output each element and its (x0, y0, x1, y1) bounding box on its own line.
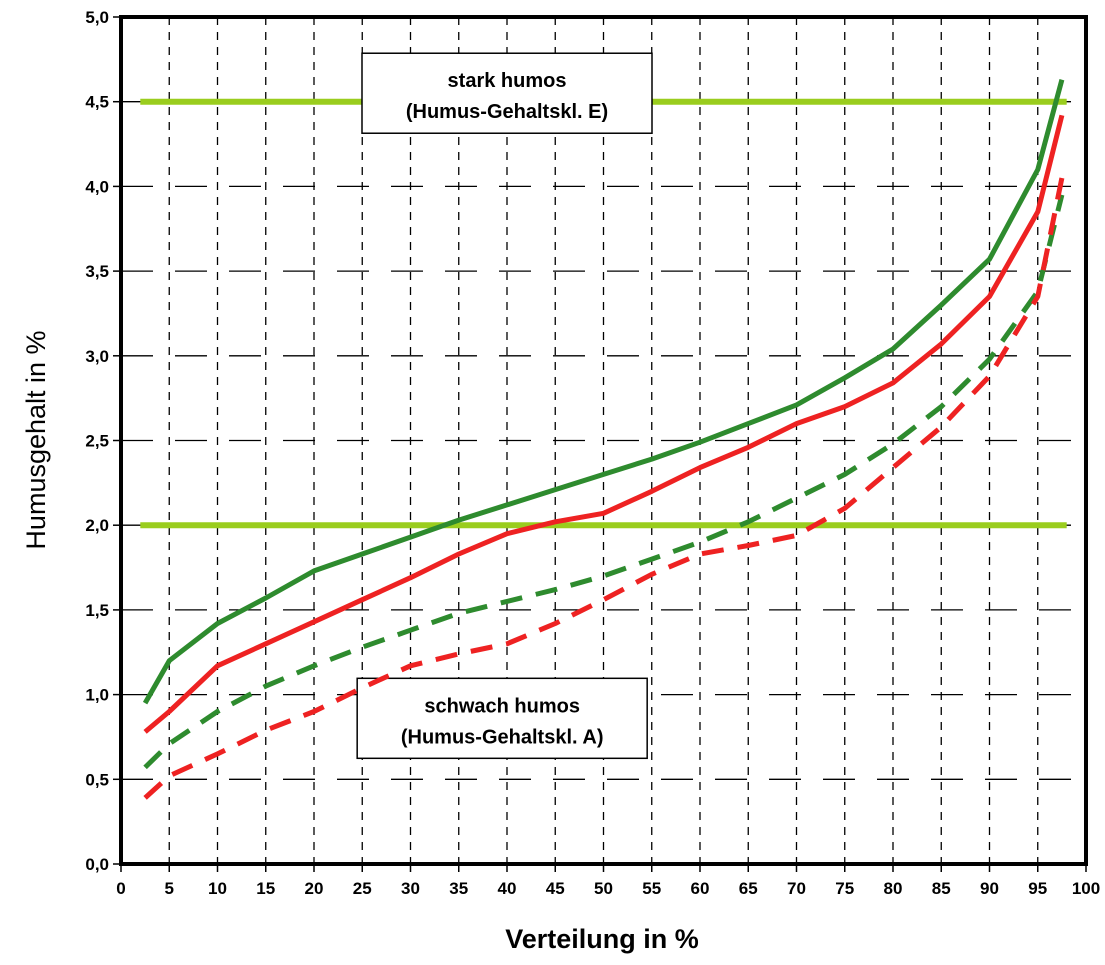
x-tick-label: 95 (1028, 879, 1047, 898)
y-tick-label: 2,0 (85, 516, 109, 535)
annotations: stark humos (Humus-Gehaltskl. E) schwach h… (356, 52, 653, 760)
annotation-line-2: (Humus-Gehaltskl. E) (406, 101, 608, 123)
x-tick-label: 35 (449, 879, 468, 898)
annotation-frame (361, 52, 653, 134)
x-tick-label: 45 (546, 879, 565, 898)
y-tick-label: 0,5 (85, 770, 109, 789)
reference-lines (140, 98, 1067, 529)
x-tick-label: 0 (116, 879, 125, 898)
x-tick-label: 40 (498, 879, 517, 898)
x-tick-label: 75 (835, 879, 854, 898)
series-line-solid-green (142, 79, 1065, 705)
x-tick-labels: 0 5 10 15 20 25 30 35 40 45 50 55 60 65 70 75 80 85 90 95 10… (116, 864, 1100, 898)
y-tick-label: 3,0 (85, 347, 109, 366)
y-tick-label: 1,0 (85, 686, 109, 705)
x-tick-label: 30 (401, 879, 420, 898)
x-tick-label: 5 (165, 879, 174, 898)
x-tick-label: 15 (256, 879, 275, 898)
y-tick-label: 2,5 (85, 432, 109, 451)
y-tick-label: 4,5 (85, 93, 109, 112)
x-tick-label: 50 (594, 879, 613, 898)
annotation-box: stark humos (Humus-Gehaltskl. E) (361, 52, 653, 134)
y-tick-label: 0,0 (85, 855, 109, 874)
x-tick-label: 60 (691, 879, 710, 898)
x-tick-label: 80 (884, 879, 903, 898)
series-line-dashed-red (143, 177, 1065, 800)
y-axis-label: Humusgehalt in % (21, 330, 51, 549)
series-line-dashed-green (143, 194, 1065, 770)
annotation-line-1: schwach humos (424, 695, 580, 717)
annotation-box: schwach humos (Humus-Gehaltskl. A) (356, 677, 648, 760)
x-tick-label: 25 (353, 879, 372, 898)
x-tick-label: 100 (1072, 879, 1100, 898)
y-tick-label: 5,0 (85, 8, 109, 27)
x-tick-label: 65 (739, 879, 758, 898)
y-tick-label: 3,5 (85, 262, 109, 281)
x-tick-label: 90 (980, 879, 999, 898)
x-tick-label: 55 (642, 879, 661, 898)
annotation-line-2: (Humus-Gehaltskl. A) (401, 726, 604, 748)
series-lines (142, 79, 1065, 800)
annotation-line-1: stark humos (448, 70, 567, 92)
y-tick-labels: 0,0 0,5 1,0 1,5 2,0 2,5 3,0 3,5 4,0 4,5 5,0 (85, 8, 121, 874)
series-line-solid-red (143, 114, 1065, 734)
annotation-frame (356, 677, 648, 760)
y-tick-label: 4,0 (85, 177, 109, 196)
x-tick-label: 10 (208, 879, 227, 898)
y-tick-label: 1,5 (85, 601, 109, 620)
x-tick-label: 20 (305, 879, 324, 898)
grid-lines (121, 17, 1086, 864)
x-tick-label: 85 (932, 879, 951, 898)
x-axis-label: Verteilung in % (505, 924, 699, 954)
x-tick-label: 70 (787, 879, 806, 898)
